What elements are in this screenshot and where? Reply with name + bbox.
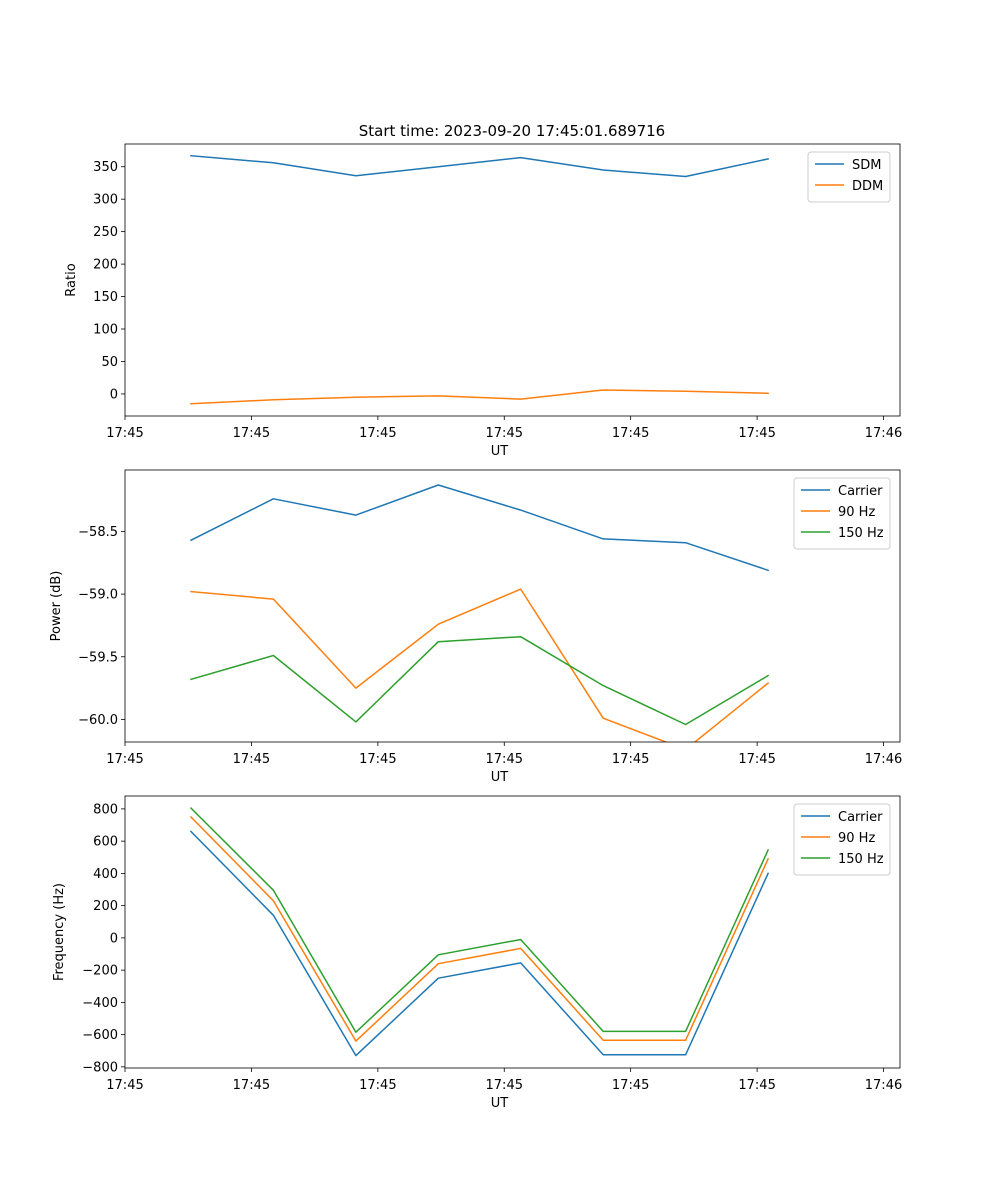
x-tick-label: 17:45 [738, 426, 775, 441]
y-tick-label: −200 [82, 964, 118, 979]
legend-label: DDM [852, 179, 883, 194]
x-tick-label: 17:45 [612, 1078, 649, 1093]
x-tick-label: 17:45 [106, 1078, 143, 1093]
series-group [190, 154, 769, 405]
x-tick-label: 17:45 [486, 1078, 523, 1093]
legend: SDM DDM [807, 151, 891, 203]
series-line-90-hz [189, 815, 770, 1042]
legend-label: 150 Hz [838, 526, 884, 541]
x-tick-label: 17:45 [359, 1078, 396, 1093]
x-tick-label: 17:45 [486, 426, 523, 441]
x-tick-label: 17:45 [233, 1078, 270, 1093]
y-tick-label: 600 [93, 835, 118, 850]
axes-frame [124, 469, 901, 743]
x-tick-label: 17:45 [612, 426, 649, 441]
y-tick-label: 200 [93, 899, 118, 914]
x-tick-label: 17:46 [865, 1078, 902, 1093]
series-line-carrier [189, 484, 770, 572]
x-tick-label: 17:45 [738, 1078, 775, 1093]
series-line-ddm [190, 389, 769, 405]
series-line-90-hz [190, 588, 770, 742]
axes-frame [124, 795, 901, 1069]
x-axis-label: UT [491, 1096, 509, 1111]
legend-label: 150 Hz [838, 852, 884, 867]
legend-label: Carrier [838, 484, 883, 499]
x-tick-label: 17:45 [106, 752, 143, 767]
y-tick-label: 100 [93, 323, 118, 338]
y-tick-label: 200 [93, 258, 118, 273]
x-axis-label: UT [491, 444, 509, 459]
x-tick-label: 17:46 [865, 752, 902, 767]
x-axis-label: UT [491, 770, 509, 785]
axes-frame [124, 143, 901, 417]
x-tick-label: 17:45 [359, 752, 396, 767]
y-tick-label: −58.5 [78, 525, 118, 540]
series-line-carrier [189, 830, 770, 1057]
chart-ratio: 17:45 17:45 17:45 17:45 17:45 17:45 17:46 0 50 10… [64, 143, 902, 459]
y-axis-label: Power (dB) [49, 571, 64, 642]
x-tick-label: 17:45 [233, 426, 270, 441]
x-tick-label: 17:45 [612, 752, 649, 767]
y-tick-label: 800 [93, 802, 118, 817]
x-tick-label: 17:45 [486, 752, 523, 767]
x-tick-label: 17:45 [233, 752, 270, 767]
y-tick-label: 300 [93, 193, 118, 208]
series-group [189, 484, 770, 742]
legend: Carrier 90 Hz 150 Hz [793, 803, 891, 876]
y-tick-label: 400 [93, 867, 118, 882]
series-line-150-hz [189, 807, 770, 1033]
series-group [189, 807, 770, 1057]
y-tick-label: −400 [82, 996, 118, 1011]
y-tick-label: −800 [82, 1060, 118, 1075]
series-line-150-hz [190, 635, 770, 726]
x-tick-label: 17:45 [106, 426, 143, 441]
x-tick-label: 17:45 [738, 752, 775, 767]
x-tick-label: 17:45 [359, 426, 396, 441]
y-tick-label: −600 [82, 1028, 118, 1043]
plots: 17:45 17:45 17:45 17:45 17:45 17:45 17:46 0 50 10… [49, 143, 902, 1111]
y-tick-label: 50 [101, 355, 118, 370]
y-axis-label: Ratio [64, 263, 79, 296]
y-tick-label: 350 [93, 160, 118, 175]
figure-title: Start time: 2023-09-20 17:45:01.689716 [359, 122, 665, 140]
y-tick-label: −59.0 [78, 588, 118, 603]
legend-label: Carrier [838, 810, 883, 825]
legend-label: SDM [852, 158, 881, 173]
chart-frequency: 17:45 17:45 17:45 17:45 17:45 17:45 17:46 −800 −… [52, 795, 902, 1111]
y-tick-label: −60.0 [78, 713, 118, 728]
y-tick-label: 0 [110, 931, 118, 946]
series-line-sdm [190, 154, 769, 178]
x-tick-label: 17:46 [865, 426, 902, 441]
legend-label: 90 Hz [838, 505, 875, 520]
legend-label: 90 Hz [838, 831, 875, 846]
y-axis-label: Frequency (Hz) [52, 883, 67, 981]
y-tick-label: −59.5 [78, 650, 118, 665]
legend: Carrier 90 Hz 150 Hz [793, 477, 891, 550]
y-tick-label: 150 [93, 290, 118, 305]
chart-power: 17:45 17:45 17:45 17:45 17:45 17:45 17:46 −60.0… [49, 469, 902, 785]
y-tick-label: 250 [93, 225, 118, 240]
y-tick-label: 0 [110, 387, 118, 402]
